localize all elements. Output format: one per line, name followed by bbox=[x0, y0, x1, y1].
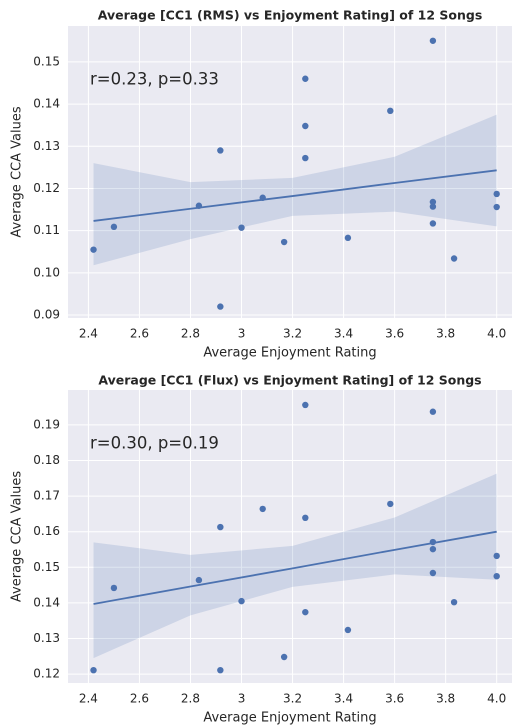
data-point bbox=[302, 514, 309, 522]
x-tick-label: 2.8 bbox=[181, 327, 200, 341]
data-point bbox=[302, 122, 309, 130]
data-point bbox=[429, 569, 437, 577]
confidence-band bbox=[93, 114, 497, 266]
x-tick-label: 2.6 bbox=[130, 327, 149, 341]
data-point bbox=[259, 194, 266, 201]
x-tick-label: 2.6 bbox=[130, 692, 149, 706]
plot-background bbox=[68, 26, 512, 318]
data-point bbox=[493, 572, 500, 580]
regression-line bbox=[93, 530, 497, 605]
data-point bbox=[387, 500, 394, 508]
y-tick-label: 0.17 bbox=[33, 489, 60, 503]
x-tick-label: 2.4 bbox=[79, 692, 98, 706]
data-point bbox=[90, 666, 97, 674]
x-tick-label: 3 bbox=[238, 327, 246, 341]
x-tick-label: 3.2 bbox=[283, 327, 302, 341]
data-point bbox=[90, 246, 97, 253]
x-tick-label: 3.6 bbox=[385, 327, 404, 341]
data-point bbox=[302, 75, 309, 82]
y-tick-label: 0.09 bbox=[33, 308, 60, 322]
data-point bbox=[110, 584, 118, 592]
data-point bbox=[217, 666, 224, 674]
data-point bbox=[450, 598, 458, 606]
y-axis-label: Average CCA Values bbox=[10, 471, 25, 602]
data-point bbox=[217, 303, 224, 310]
data-point bbox=[493, 552, 500, 560]
data-point bbox=[429, 545, 437, 553]
x-tick-label: 2.8 bbox=[181, 692, 200, 706]
y-tick-label: 0.15 bbox=[33, 54, 60, 68]
data-point bbox=[238, 224, 245, 231]
x-tick-label: 4.0 bbox=[487, 692, 506, 706]
data-point bbox=[387, 107, 394, 115]
regression-line bbox=[93, 169, 497, 222]
data-point bbox=[429, 220, 437, 227]
data-point bbox=[280, 653, 288, 661]
data-point bbox=[344, 626, 352, 634]
x-axis-label: Average Enjoyment Rating bbox=[203, 711, 376, 726]
x-tick-label: 2.4 bbox=[79, 327, 98, 341]
y-tick-label: 0.13 bbox=[33, 139, 60, 153]
y-tick-label: 0.11 bbox=[33, 223, 60, 237]
chart-title: Average [CC1 (RMS) vs Enjoyment Rating] … bbox=[98, 8, 483, 23]
plot-background bbox=[68, 390, 512, 683]
data-point bbox=[217, 523, 224, 531]
data-point bbox=[493, 190, 500, 198]
x-tick-label: 3.6 bbox=[385, 692, 404, 706]
data-point bbox=[344, 234, 352, 242]
annotation: r=0.30, p=0.19 bbox=[90, 434, 219, 453]
data-point bbox=[429, 538, 437, 546]
data-point bbox=[110, 223, 118, 231]
data-point bbox=[280, 238, 288, 246]
data-point bbox=[302, 608, 309, 616]
x-axis-label: Average Enjoyment Rating bbox=[203, 346, 376, 361]
data-point bbox=[429, 203, 437, 210]
y-tick-label: 0.19 bbox=[33, 417, 60, 431]
y-tick-label: 0.12 bbox=[33, 667, 60, 681]
x-tick-label: 3.4 bbox=[334, 327, 353, 341]
y-tick-label: 0.16 bbox=[33, 524, 60, 538]
data-point bbox=[217, 147, 224, 154]
data-point bbox=[429, 408, 437, 415]
data-point bbox=[195, 202, 203, 209]
y-tick-label: 0.18 bbox=[33, 453, 60, 467]
x-tick-label: 3.8 bbox=[436, 692, 455, 706]
chart-title: Average [CC1 (Flux) vs Enjoyment Rating]… bbox=[98, 373, 481, 388]
y-tick-label: 0.12 bbox=[33, 181, 60, 195]
y-tick-label: 0.14 bbox=[33, 595, 60, 609]
x-tick-label: 3.2 bbox=[283, 692, 302, 706]
y-tick-label: 0.10 bbox=[33, 265, 60, 279]
data-point bbox=[238, 597, 245, 605]
x-tick-label: 3 bbox=[238, 692, 246, 706]
data-point bbox=[429, 198, 437, 206]
y-tick-label: 0.13 bbox=[33, 631, 60, 645]
data-point bbox=[429, 37, 437, 44]
data-point bbox=[493, 203, 500, 211]
annotation: r=0.23, p=0.33 bbox=[90, 70, 219, 89]
x-tick-label: 3.4 bbox=[334, 692, 353, 706]
y-axis-label: Average CCA Values bbox=[10, 106, 25, 237]
data-point bbox=[195, 576, 203, 584]
x-tick-label: 4.0 bbox=[487, 327, 506, 341]
confidence-band bbox=[93, 473, 497, 659]
data-point bbox=[450, 255, 458, 262]
y-tick-label: 0.14 bbox=[33, 97, 60, 111]
x-tick-label: 3.8 bbox=[436, 327, 455, 341]
data-point bbox=[259, 505, 266, 513]
y-tick-label: 0.15 bbox=[33, 560, 60, 574]
data-point bbox=[302, 401, 309, 409]
data-point bbox=[302, 154, 309, 162]
